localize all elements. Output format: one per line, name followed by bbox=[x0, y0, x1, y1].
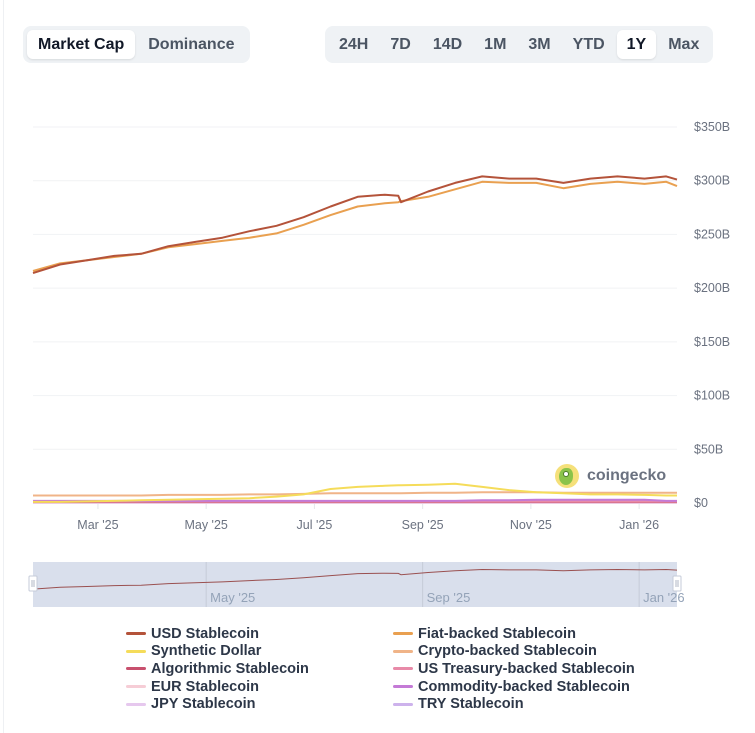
series-line-crypto-backed-stablecoin bbox=[33, 491, 677, 497]
x-tick-label: May '25 bbox=[184, 518, 227, 532]
navigator-tick-label: Jan '26 bbox=[643, 590, 685, 605]
range-7d[interactable]: 7D bbox=[380, 30, 420, 59]
legend-swatch bbox=[393, 685, 413, 689]
x-tick-label: Jul '25 bbox=[297, 518, 333, 532]
coingecko-watermark: coingecko bbox=[555, 464, 666, 488]
legend-label: EUR Stablecoin bbox=[151, 678, 259, 695]
legend-item-eur-stablecoin[interactable]: EUR Stablecoin bbox=[126, 678, 393, 696]
y-tick-label: $50B bbox=[694, 442, 723, 456]
legend-label: Synthetic Dollar bbox=[151, 643, 262, 660]
series-lines bbox=[32, 175, 678, 504]
y-tick-label: $350B bbox=[694, 120, 730, 134]
grid-lines bbox=[33, 126, 677, 504]
navigator: May '25 Sep '25 Jan '26 bbox=[28, 562, 685, 607]
range-3m[interactable]: 3M bbox=[518, 30, 560, 59]
navigator-selection bbox=[33, 562, 677, 607]
legend-label: TRY Stablecoin bbox=[418, 696, 524, 713]
x-tick-label: Mar '25 bbox=[77, 518, 118, 532]
legend-label: Commodity-backed Stablecoin bbox=[418, 678, 630, 695]
range-toggle: 24H 7D 14D 1M 3M YTD 1Y Max bbox=[325, 26, 714, 63]
chart-legend: USD Stablecoin Fiat-backed Stablecoin Sy… bbox=[126, 625, 653, 713]
watermark-text: coingecko bbox=[587, 467, 667, 484]
navigator-handle-left[interactable] bbox=[28, 575, 38, 592]
legend-item-algorithmic[interactable]: Algorithmic Stablecoin bbox=[126, 660, 393, 678]
legend-swatch bbox=[393, 667, 413, 671]
legend-label: Fiat-backed Stablecoin bbox=[418, 625, 576, 642]
y-tick-label: $150B bbox=[694, 335, 730, 349]
legend-swatch bbox=[126, 702, 146, 706]
legend-swatch bbox=[126, 685, 146, 689]
range-max[interactable]: Max bbox=[658, 30, 709, 59]
y-tick-label: $200B bbox=[694, 281, 730, 295]
range-24h[interactable]: 24H bbox=[329, 30, 378, 59]
x-axis: Mar '25 May '25 Jul '25 Sep '25 Nov '25 Jan '… bbox=[77, 503, 659, 532]
range-ytd[interactable]: YTD bbox=[563, 30, 615, 59]
panel-border bbox=[3, 0, 4, 733]
legend-item-crypto-backed[interactable]: Crypto-backed Stablecoin bbox=[393, 643, 653, 661]
y-tick-label: $0 bbox=[694, 496, 708, 510]
market-cap-chart[interactable]: $0 $50B $100B $150B $200B $250B $300B $350B Mar… bbox=[0, 0, 755, 620]
legend-item-commodity-backed[interactable]: Commodity-backed Stablecoin bbox=[393, 678, 653, 696]
legend-label: Crypto-backed Stablecoin bbox=[418, 643, 597, 660]
x-tick-label: Jan '26 bbox=[619, 518, 659, 532]
legend-label: Algorithmic Stablecoin bbox=[151, 660, 309, 677]
legend-item-fiat-backed[interactable]: Fiat-backed Stablecoin bbox=[393, 625, 653, 643]
tab-dominance[interactable]: Dominance bbox=[137, 30, 245, 59]
legend-item-usd-stablecoin[interactable]: USD Stablecoin bbox=[126, 625, 393, 643]
legend-swatch bbox=[393, 649, 413, 653]
navigator-tick-label: May '25 bbox=[210, 590, 255, 605]
legend-label: JPY Stablecoin bbox=[151, 696, 256, 713]
legend-swatch bbox=[126, 632, 146, 636]
tab-market-cap[interactable]: Market Cap bbox=[27, 30, 136, 59]
x-tick-label: Nov '25 bbox=[510, 518, 552, 532]
navigator-tick-label: Sep '25 bbox=[427, 590, 471, 605]
y-axis: $0 $50B $100B $150B $200B $250B $300B $350B bbox=[694, 120, 730, 510]
legend-swatch bbox=[126, 649, 146, 653]
series-line-usd-stablecoin bbox=[32, 175, 678, 275]
y-tick-label: $100B bbox=[694, 389, 730, 403]
y-tick-label: $250B bbox=[694, 227, 730, 241]
range-14d[interactable]: 14D bbox=[423, 30, 472, 59]
y-tick-label: $300B bbox=[694, 174, 730, 188]
legend-swatch bbox=[393, 632, 413, 636]
legend-item-jpy-stablecoin[interactable]: JPY Stablecoin bbox=[126, 695, 393, 713]
legend-swatch bbox=[393, 702, 413, 706]
legend-item-try-stablecoin[interactable]: TRY Stablecoin bbox=[393, 695, 653, 713]
legend-item-synthetic-dollar[interactable]: Synthetic Dollar bbox=[126, 643, 393, 661]
series-line-synthetic-dollar bbox=[33, 482, 677, 503]
range-1m[interactable]: 1M bbox=[474, 30, 516, 59]
series-line-fiat-backed-stablecoin bbox=[32, 180, 678, 272]
navigator-handle-right[interactable] bbox=[672, 575, 682, 592]
legend-item-us-treasury-backed[interactable]: US Treasury-backed Stablecoin bbox=[393, 660, 653, 678]
metric-toggle: Market Cap Dominance bbox=[23, 26, 250, 63]
x-tick-label: Sep '25 bbox=[402, 518, 444, 532]
legend-swatch bbox=[126, 667, 146, 671]
legend-label: USD Stablecoin bbox=[151, 625, 259, 642]
legend-label: US Treasury-backed Stablecoin bbox=[418, 660, 635, 677]
range-1y[interactable]: 1Y bbox=[616, 30, 657, 59]
navigator-series-line bbox=[32, 568, 678, 590]
coingecko-logo-icon bbox=[555, 464, 579, 488]
